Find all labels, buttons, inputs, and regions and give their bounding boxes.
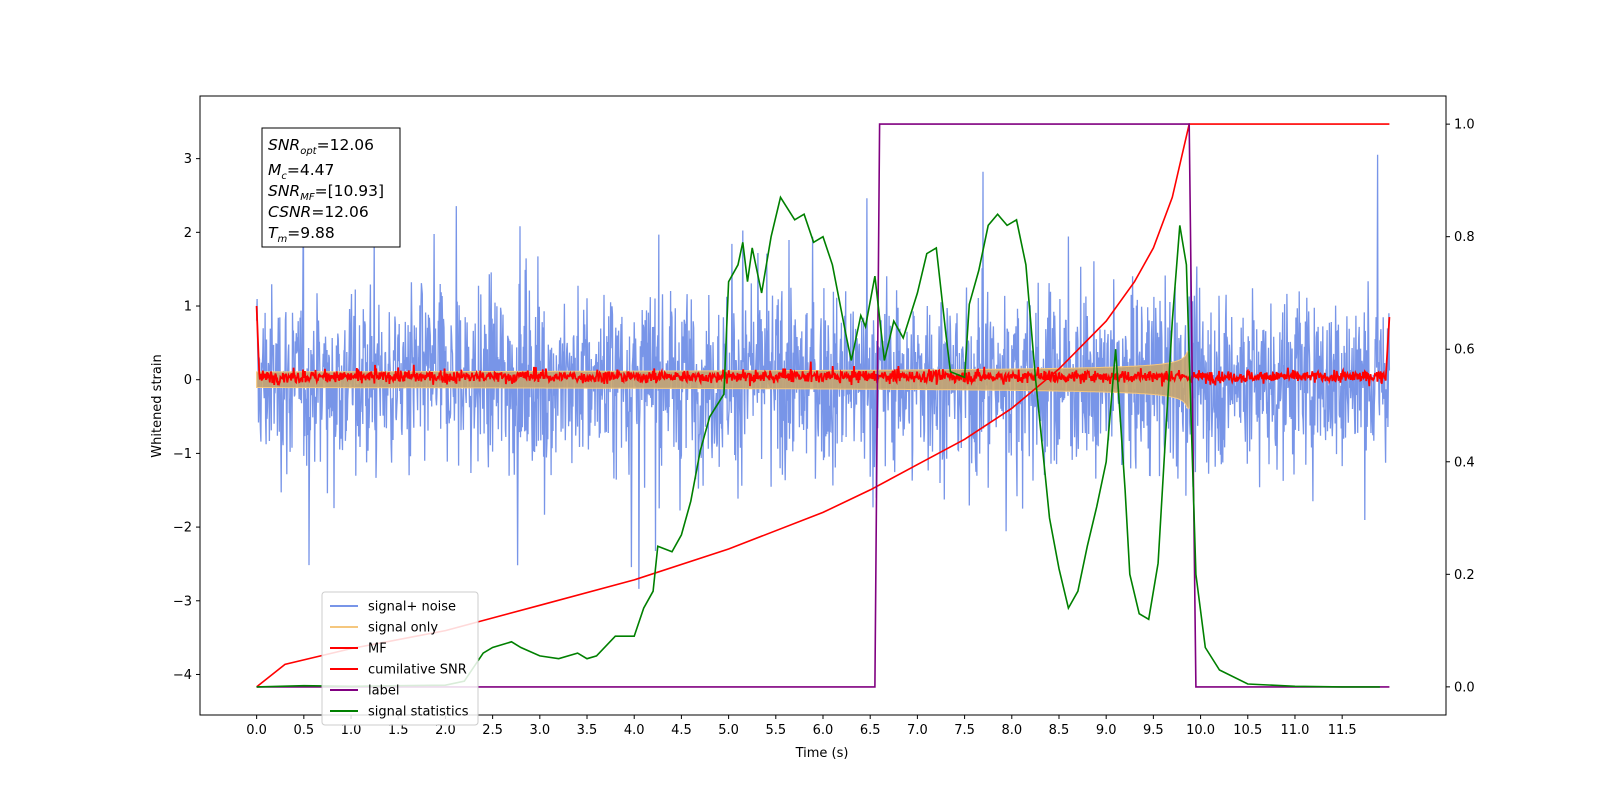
series-signal-only: [256, 350, 1190, 409]
svg-text:Mc=4.47: Mc=4.47: [268, 161, 334, 182]
x-tick-label: 3.5: [577, 723, 598, 738]
y2-tick-label: 0.8: [1454, 230, 1475, 245]
x-tick-label: 11.5: [1328, 723, 1357, 738]
x-tick-label: 0.0: [246, 723, 267, 738]
x-tick-label: 9.5: [1143, 723, 1164, 738]
annotation-snr-opt: =12.06: [317, 136, 374, 154]
annotation-box: SNRopt=12.06 Mc=4.47 SNRMF=[10.93] CSNR=…: [261, 127, 401, 248]
legend-label: signal only: [368, 621, 438, 636]
y-tick-label: 0: [184, 373, 192, 388]
y-tick-label: −2: [173, 521, 192, 536]
svg-text:Tm=9.88: Tm=9.88: [268, 224, 335, 245]
svg-text:SNRopt=12.06: SNRopt=12.06: [268, 136, 374, 157]
x-tick-label: 8.0: [1001, 723, 1022, 738]
x-tick-label: 3.0: [529, 723, 550, 738]
x-tick-label: 5.5: [765, 723, 786, 738]
annotation-tm: =9.88: [287, 224, 335, 242]
x-axis: 0.0 0.5 1.0 1.5 2.0 2.5 3.0 3.5 4.0 4.5 5.0 5.5 6.0 6…: [246, 715, 1357, 738]
svg-text:CSNR=12.06: CSNR=12.06: [268, 203, 369, 221]
legend-label: signal+ noise: [368, 600, 456, 615]
x-tick-label: 2.0: [435, 723, 456, 738]
series-mf: [255, 305, 1391, 387]
y-axis-left: 3 2 1 0 −1 −2 −3 −4: [173, 152, 200, 683]
x-tick-label: 10.0: [1186, 723, 1215, 738]
x-tick-label: 4.5: [671, 723, 692, 738]
y-tick-label: −3: [173, 594, 192, 609]
series-label: [256, 123, 1390, 688]
legend-label: cumilative SNR: [368, 663, 467, 678]
y-tick-label: 3: [184, 152, 192, 167]
annotation-mc: =4.47: [287, 161, 335, 179]
x-tick-label: 1.0: [341, 723, 362, 738]
x-tick-label: 11.0: [1280, 723, 1309, 738]
y-tick-label: −4: [173, 668, 192, 683]
y-axis-label: Whitened strain: [150, 354, 165, 457]
series-signal-statistics: [256, 195, 1380, 688]
x-tick-label: 6.0: [813, 723, 834, 738]
svg-text:SNRMF=[10.93]: SNRMF=[10.93]: [268, 182, 384, 203]
annotation-snr-mf: =[10.93]: [315, 182, 384, 200]
x-tick-label: 7.5: [954, 723, 975, 738]
x-tick-label: 10.5: [1233, 723, 1262, 738]
x-tick-label: 5.0: [718, 723, 739, 738]
legend-label: MF: [368, 642, 387, 657]
legend-label: signal statistics: [368, 705, 469, 720]
x-tick-label: 0.5: [293, 723, 314, 738]
legend-label: label: [368, 684, 399, 699]
x-tick-label: 4.0: [624, 723, 645, 738]
y2-tick-label: 0.2: [1454, 568, 1475, 583]
y2-tick-label: 0.4: [1454, 455, 1475, 470]
y2-tick-label: 0.6: [1454, 343, 1475, 358]
y-tick-label: −1: [173, 447, 192, 462]
series-signal-noise: [255, 154, 1391, 589]
legend: signal+ noise signal only MF cumilative SNR…: [321, 591, 479, 726]
x-tick-label: 2.5: [482, 723, 503, 738]
x-tick-label: 9.0: [1096, 723, 1117, 738]
y2-tick-label: 1.0: [1454, 118, 1475, 133]
x-tick-label: 7.0: [907, 723, 928, 738]
x-tick-label: 8.5: [1049, 723, 1070, 738]
annotation-csnr: =12.06: [311, 203, 368, 221]
y-tick-label: 2: [184, 226, 192, 241]
x-tick-label: 6.5: [860, 723, 881, 738]
y-axis-right: 1.0 0.8 0.6 0.4 0.2 0.0: [1446, 118, 1475, 695]
y2-tick-label: 0.0: [1454, 680, 1475, 695]
x-axis-label: Time (s): [795, 746, 849, 761]
x-tick-label: 1.5: [388, 723, 409, 738]
y-tick-label: 1: [184, 300, 192, 315]
